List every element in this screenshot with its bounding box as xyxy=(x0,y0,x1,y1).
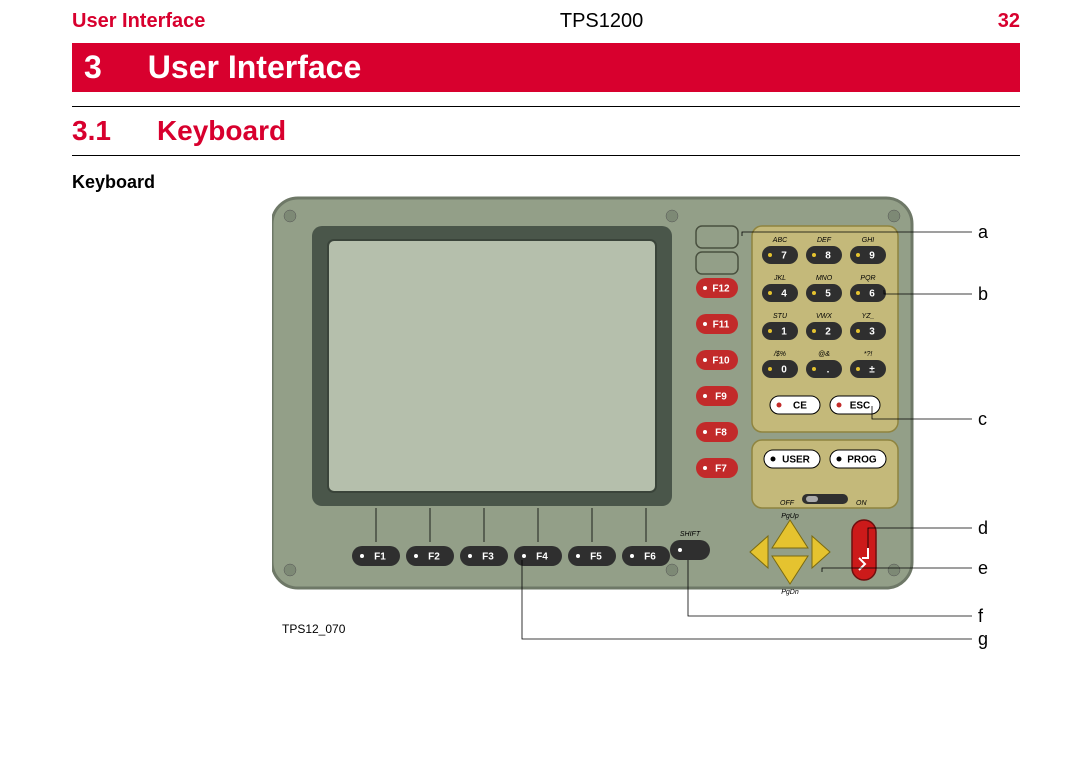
callout-b: b xyxy=(978,284,988,305)
header-left: User Interface xyxy=(72,10,205,33)
numpad-sup-label: JKL xyxy=(773,275,786,282)
numpad-4-key[interactable] xyxy=(762,284,798,302)
chapter-heading: 3 User Interface xyxy=(72,43,1020,92)
f7-label: F7 xyxy=(715,464,727,475)
f1-label: F1 xyxy=(374,552,386,563)
prog-label: PROG xyxy=(847,455,877,466)
numpad-±-key[interactable] xyxy=(850,360,886,378)
header-center: TPS1200 xyxy=(560,10,643,33)
shift-key[interactable] xyxy=(670,540,710,560)
f10-label: F10 xyxy=(712,356,730,367)
paragraph-label: Keyboard xyxy=(72,172,155,193)
numpad-3-key[interactable] xyxy=(850,322,886,340)
numpad-sup-label: ABC xyxy=(772,237,788,244)
numpad-7-label: 7 xyxy=(781,251,787,262)
header-right: 32 xyxy=(998,10,1020,33)
numpad-5-key[interactable] xyxy=(806,284,842,302)
section-number: 3.1 xyxy=(72,115,111,147)
f8-label: F8 xyxy=(715,428,727,439)
ce-label: CE xyxy=(793,401,807,412)
numpad-8-label: 8 xyxy=(825,251,831,262)
screw-icon xyxy=(888,564,900,576)
numpad-sup-label: /$% xyxy=(773,351,786,358)
numpad-.-label: . xyxy=(827,365,830,376)
numpad-6-label: 6 xyxy=(869,289,875,300)
f9-label: F9 xyxy=(715,392,727,403)
f11-label: F11 xyxy=(713,320,730,331)
numpad-9-label: 9 xyxy=(869,251,875,262)
numpad-sup-label: GHI xyxy=(862,237,875,244)
numpad-1-label: 1 xyxy=(781,327,787,338)
numpad-sup-label: PQR xyxy=(860,275,875,282)
numpad-5-label: 5 xyxy=(825,289,831,300)
numpad-2-label: 2 xyxy=(825,327,831,338)
keyboard-diagram: F1 F2 F3 F4 F5 F6 F12 F11 F10 F9 F8 F7 ABC 7 DEF 8 GHI… xyxy=(272,178,992,648)
callout-f: f xyxy=(978,606,983,627)
numpad-sup-label: STU xyxy=(773,313,788,320)
numpad-.-key[interactable] xyxy=(806,360,842,378)
screen xyxy=(328,240,656,492)
callout-e: e xyxy=(978,558,988,579)
pgdn-label: PgDn xyxy=(781,589,799,596)
slider-on-label: ON xyxy=(856,500,867,507)
callout-a: a xyxy=(978,222,988,243)
screw-icon xyxy=(666,564,678,576)
user-label: USER xyxy=(782,455,811,466)
numpad-6-key[interactable] xyxy=(850,284,886,302)
callout-d: d xyxy=(978,518,988,539)
f4-label: F4 xyxy=(536,552,548,563)
numpad-sup-label: *?! xyxy=(864,351,873,358)
numpad-8-key[interactable] xyxy=(806,246,842,264)
numpad-1-key[interactable] xyxy=(762,322,798,340)
f12-label: F12 xyxy=(712,284,730,295)
f2-label: F2 xyxy=(428,552,440,563)
numpad-sup-label: MNO xyxy=(816,275,833,282)
f6-label: F6 xyxy=(644,552,656,563)
callout-g: g xyxy=(978,629,988,650)
numpad-0-label: 0 xyxy=(781,365,787,376)
chapter-title: User Interface xyxy=(148,49,361,86)
esc-label: ESC xyxy=(850,401,871,412)
callout-c: c xyxy=(978,409,987,430)
numpad-7-key[interactable] xyxy=(762,246,798,264)
numpad-sup-label: VWX xyxy=(816,313,832,320)
numpad-sup-label: DEF xyxy=(817,237,832,244)
section-title: Keyboard xyxy=(157,115,286,147)
enter-key[interactable] xyxy=(852,520,876,580)
pgup-label: PgUp xyxy=(781,513,799,520)
slider-off-label: OFF xyxy=(780,500,795,507)
screw-icon xyxy=(666,210,678,222)
numpad-4-label: 4 xyxy=(781,289,787,300)
numpad-9-key[interactable] xyxy=(850,246,886,264)
chapter-number: 3 xyxy=(84,49,102,86)
f3-label: F3 xyxy=(482,552,494,563)
section-heading: 3.1 Keyboard xyxy=(72,106,1020,156)
screw-icon xyxy=(284,210,296,222)
page-header: User Interface TPS1200 32 xyxy=(0,0,1080,37)
shift-label: SHIFT xyxy=(680,531,701,538)
numpad-sup-label: YZ_ xyxy=(862,313,875,320)
numpad-0-key[interactable] xyxy=(762,360,798,378)
screw-icon xyxy=(284,564,296,576)
screw-icon xyxy=(888,210,900,222)
numpad-±-label: ± xyxy=(869,365,875,376)
numpad-sup-label: @& xyxy=(818,351,830,358)
numpad-2-key[interactable] xyxy=(806,322,842,340)
numpad-3-label: 3 xyxy=(869,327,875,338)
f5-label: F5 xyxy=(590,552,602,563)
